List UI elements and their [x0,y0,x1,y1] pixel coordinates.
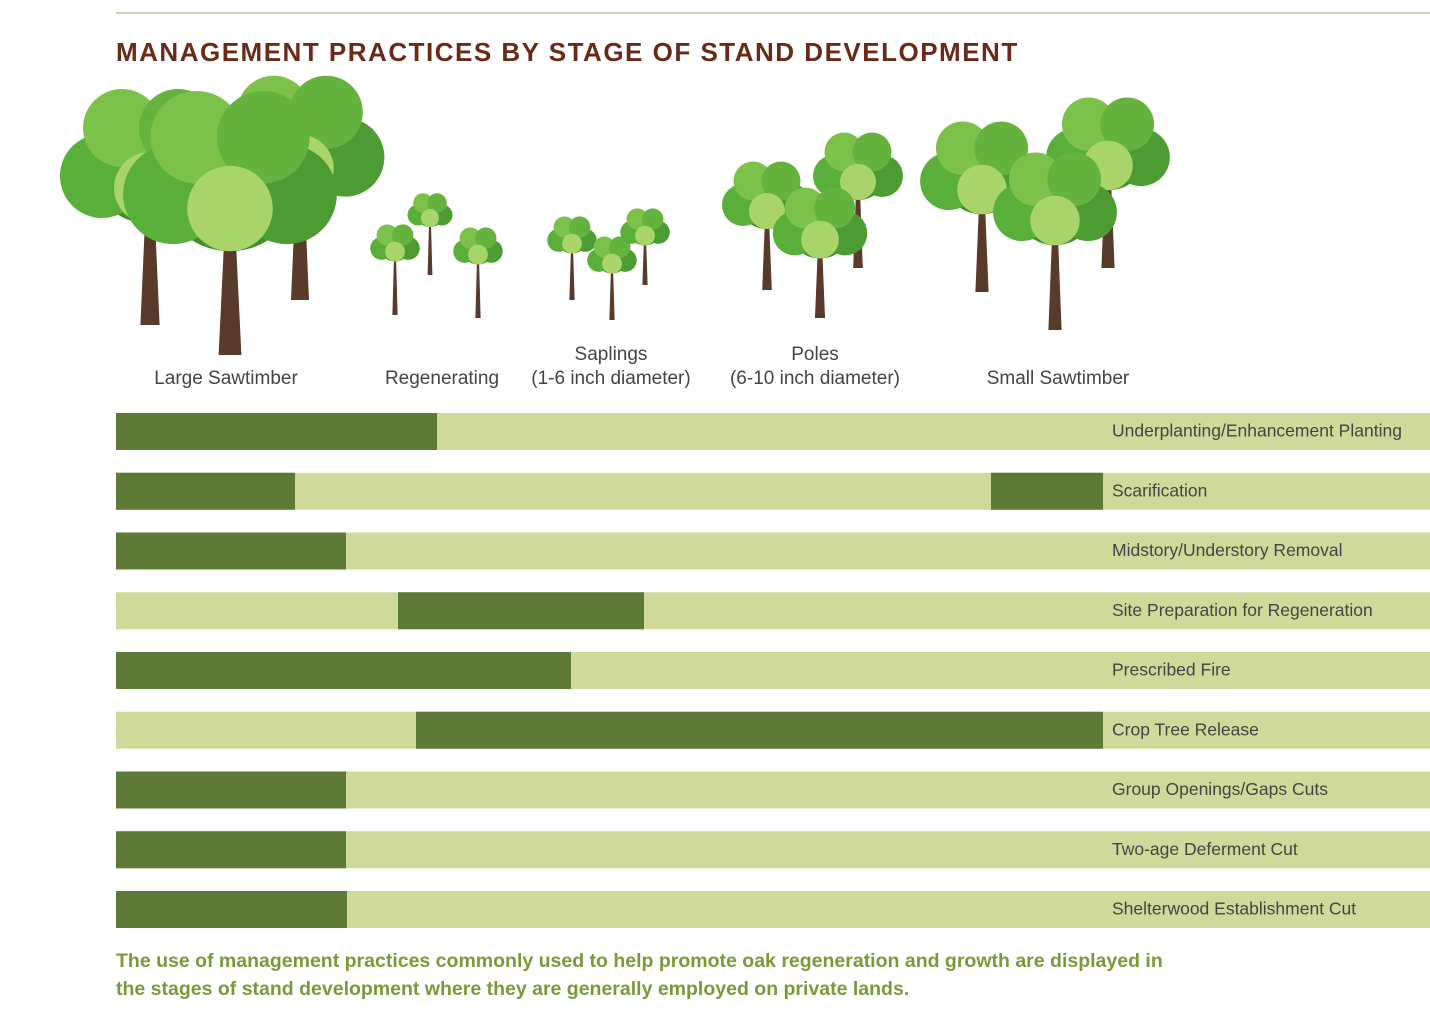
bar-active-span [398,592,644,630]
practice-label: Site Preparation for Regeneration [1112,600,1373,620]
foliage [749,193,785,229]
trunk [975,198,989,292]
stage-label: Poles [791,344,839,365]
practice-label: Midstory/Understory Removal [1112,540,1342,560]
bar-active-span [116,413,437,450]
practice-label: Group Openings/Gaps Cuts [1112,779,1328,799]
stage-label: (6-10 inch diameter) [730,368,900,389]
stage-labels: Large Sawtimber Regenerating Saplings (1-6 … [154,344,1130,389]
trunk [1048,231,1062,330]
tree [722,161,812,290]
foliage [840,164,876,200]
bar-active-span [116,532,346,570]
bar-track [116,592,1430,630]
foliage [641,208,664,230]
foliage [421,209,439,227]
trunk [642,241,648,285]
foliage [784,187,826,229]
caption-line: The use of management practices commonly… [116,950,1163,972]
bar-active-span [116,652,571,689]
practice-label: Crop Tree Release [1112,719,1259,739]
foliage [459,227,482,249]
trunk [814,246,826,318]
foliage [733,161,773,201]
tree [620,208,670,285]
trunk [762,218,772,290]
trunk [427,225,433,275]
tree [587,236,637,320]
stage-label: Large Sawtimber [154,368,298,389]
tree [993,152,1117,330]
practice-label: Prescribed Fire [1112,660,1231,680]
bar-active-span [116,891,347,928]
tree-illustrations [60,75,1170,355]
foliage [1047,152,1102,207]
foliage [187,165,273,252]
foliage [852,132,892,172]
foliage [814,187,856,229]
trunk [218,217,242,355]
title: MANAGEMENT PRACTICES BY STAGE OF STAND D… [116,37,1019,67]
foliage [391,224,414,246]
tree [123,90,337,355]
bar-active-span [116,831,346,869]
foliage [1100,97,1155,152]
foliage [626,208,649,230]
trunk [475,263,481,318]
foliage [801,220,839,259]
foliage [474,227,497,249]
tree [547,216,597,300]
tree [370,224,420,315]
bar-active-span [116,771,346,809]
bar-active-span [991,472,1103,510]
foliage [216,90,310,184]
foliage [957,164,1007,215]
foliage [761,161,801,201]
caption-line: the stages of stand development where th… [116,978,909,1000]
stage-label: Saplings [575,344,648,365]
stage-label: (1-6 inch diameter) [531,368,690,389]
practice-label: Underplanting/Enhancement Planting [1112,421,1402,441]
foliage [824,132,864,172]
practice-label: Scarification [1112,480,1207,500]
foliage [427,193,447,213]
foliage [553,216,576,238]
trunk [569,250,575,300]
foliage [635,225,655,246]
stage-label: Regenerating [385,368,499,389]
foliage [568,216,591,238]
foliage [1030,195,1080,246]
tree [407,193,453,275]
foliage [83,89,161,167]
foliage [150,90,244,184]
tree [453,227,503,318]
foliage [974,121,1029,176]
foliage [1061,97,1116,152]
foliage [562,233,582,254]
foliage [413,193,433,213]
tree [813,132,903,268]
stage-label: Small Sawtimber [987,368,1130,389]
foliage [608,236,631,258]
trunk [609,270,615,320]
practice-label: Shelterwood Establishment Cut [1112,899,1356,919]
foliage [468,244,488,265]
bar-track [116,472,1430,510]
tree [772,187,868,318]
foliage [935,121,990,176]
bar-active-span [416,711,1103,749]
foliage [602,253,622,274]
foliage [593,236,616,258]
foliage [1008,152,1063,207]
trunk [392,260,398,315]
practice-bars: Underplanting/Enhancement Planting Scarif… [116,413,1430,928]
practice-label: Two-age Deferment Cut [1112,839,1298,859]
foliage [376,224,399,246]
bar-active-span [116,472,295,510]
foliage [385,241,405,262]
